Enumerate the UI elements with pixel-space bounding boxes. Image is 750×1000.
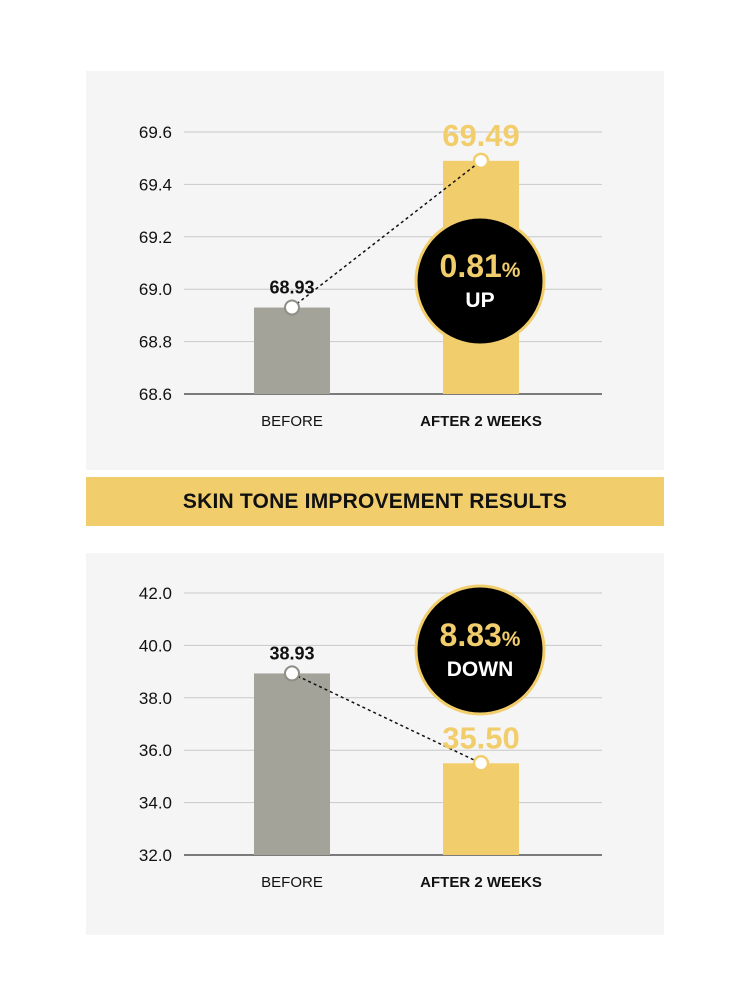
data-label-before: 38.93 [269, 643, 314, 663]
x-category-label: BEFORE [261, 874, 323, 891]
chart-bottom: 42.0 40.0 38.0 36.0 34.0 32.0 BEFORE AFTER 2 WE… [139, 584, 602, 891]
y-tick-label: 68.8 [139, 333, 172, 352]
data-label-after: 69.49 [442, 118, 520, 153]
point-marker-after [472, 152, 490, 170]
connector-line [291, 672, 482, 764]
change-badge [414, 215, 546, 347]
y-tick-label: 32.0 [139, 846, 172, 865]
chart-panel-bottom: 42.0 40.0 38.0 36.0 34.0 32.0 BEFORE AFTER 2 WE… [86, 553, 664, 935]
x-category-label: BEFORE [261, 413, 323, 430]
data-label-before: 68.93 [269, 278, 314, 298]
y-tick-label: 69.6 [139, 123, 172, 142]
y-tick-label: 69.4 [139, 175, 172, 194]
chart-top: 69.6 69.4 69.2 69.0 68.8 68.6 BEFORE AFTER 2 WE… [139, 118, 602, 430]
banner-title: SKIN TONE IMPROVEMENT RESULTS [182, 489, 568, 513]
point-marker-before [284, 665, 300, 682]
x-category-label: AFTER 2 WEEKS [420, 413, 542, 430]
y-tick-label: 69.0 [139, 280, 172, 299]
badge-direction: UP [465, 289, 494, 312]
results-banner: SKIN TONE IMPROVEMENT RESULTS [86, 477, 664, 526]
y-tick-label: 42.0 [139, 584, 172, 603]
y-tick-label: 68.6 [139, 385, 172, 404]
x-category-label: AFTER 2 WEEKS [420, 874, 542, 891]
badge-percent: 8.83% [440, 617, 521, 653]
data-label-after: 35.50 [442, 720, 520, 755]
badge-direction: DOWN [447, 658, 514, 681]
badge-percent: 0.81% [440, 248, 521, 284]
y-tick-label: 34.0 [139, 794, 172, 813]
y-tick-label: 38.0 [139, 689, 172, 708]
chart-panel-top: 69.6 69.4 69.2 69.0 68.8 68.6 BEFORE AFTER 2 WE… [86, 71, 664, 470]
point-marker-after [472, 755, 490, 772]
bar-before [254, 307, 330, 394]
y-tick-label: 69.2 [139, 228, 172, 247]
y-tick-label: 40.0 [139, 636, 172, 655]
connector-line [291, 160, 482, 309]
y-tick-label: 36.0 [139, 741, 172, 760]
bar-after [443, 763, 519, 855]
change-badge [414, 584, 546, 716]
point-marker-before [284, 299, 300, 316]
bar-before [254, 673, 330, 855]
